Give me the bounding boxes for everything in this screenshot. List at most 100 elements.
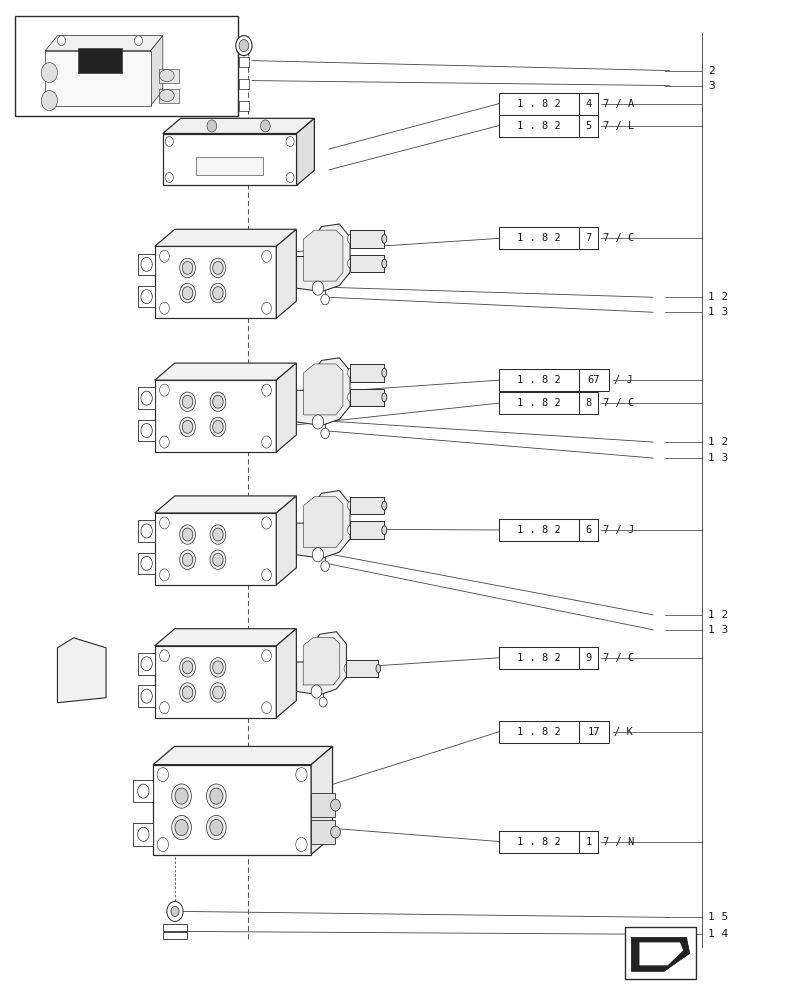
Bar (163, 924, 187, 931)
Circle shape (182, 686, 192, 699)
Circle shape (157, 768, 169, 782)
Polygon shape (155, 496, 296, 513)
Polygon shape (303, 637, 339, 685)
Text: / J: / J (614, 375, 633, 385)
Circle shape (179, 417, 195, 437)
Bar (159, 89, 178, 103)
Circle shape (171, 815, 191, 840)
Text: 67: 67 (587, 375, 599, 385)
Circle shape (209, 788, 222, 804)
Circle shape (179, 550, 195, 569)
Circle shape (260, 120, 270, 132)
Circle shape (206, 815, 226, 840)
Text: 7 / L: 7 / L (603, 121, 633, 131)
Bar (578, 392, 598, 414)
Polygon shape (311, 746, 333, 855)
Circle shape (141, 524, 152, 538)
Circle shape (141, 424, 152, 437)
Bar (159, 69, 178, 83)
Text: 7 / N: 7 / N (603, 837, 633, 847)
Circle shape (210, 658, 225, 677)
Ellipse shape (347, 526, 352, 535)
Bar (578, 93, 598, 115)
Circle shape (167, 901, 182, 921)
Circle shape (261, 569, 271, 581)
Ellipse shape (381, 259, 386, 268)
Bar (78, 48, 122, 73)
Circle shape (157, 838, 169, 852)
Polygon shape (276, 629, 296, 718)
Bar (499, 93, 578, 115)
Bar (499, 369, 578, 391)
Circle shape (174, 788, 188, 804)
Circle shape (212, 261, 223, 274)
Circle shape (212, 528, 223, 541)
Circle shape (212, 553, 223, 566)
Polygon shape (155, 513, 276, 585)
Polygon shape (296, 358, 350, 425)
Ellipse shape (347, 393, 352, 402)
Bar (346, 660, 378, 677)
Polygon shape (133, 823, 153, 846)
Circle shape (174, 819, 188, 836)
Circle shape (261, 517, 271, 529)
Circle shape (138, 827, 149, 841)
Ellipse shape (160, 70, 174, 82)
Bar (196, 157, 263, 175)
Text: 1 2: 1 2 (707, 610, 727, 620)
Bar (578, 721, 609, 743)
Circle shape (179, 283, 195, 303)
Circle shape (165, 172, 173, 182)
Ellipse shape (344, 664, 348, 673)
Text: 3: 3 (707, 81, 714, 91)
Polygon shape (639, 942, 682, 965)
Bar (350, 230, 384, 248)
Circle shape (179, 525, 195, 544)
Text: 5: 5 (585, 121, 590, 131)
Bar (578, 115, 598, 137)
Circle shape (58, 36, 66, 46)
Polygon shape (276, 496, 296, 585)
Text: 7 / C: 7 / C (603, 653, 633, 663)
Polygon shape (155, 380, 276, 452)
Bar (499, 519, 578, 541)
Polygon shape (139, 685, 155, 707)
Ellipse shape (347, 259, 352, 268)
Bar (499, 392, 578, 414)
Polygon shape (139, 420, 155, 441)
Circle shape (235, 36, 251, 56)
Circle shape (160, 650, 169, 662)
Bar (238, 79, 248, 89)
Text: 7: 7 (585, 233, 590, 243)
Text: 1 . 8 2: 1 . 8 2 (517, 233, 560, 243)
Bar (499, 831, 578, 853)
Polygon shape (58, 638, 106, 703)
Bar (578, 369, 609, 391)
Bar (499, 721, 578, 743)
Text: 1 3: 1 3 (707, 453, 727, 463)
Polygon shape (139, 254, 155, 275)
Circle shape (165, 137, 173, 146)
Text: 1 . 8 2: 1 . 8 2 (517, 121, 560, 131)
Text: 6: 6 (585, 525, 590, 535)
Text: 1 2: 1 2 (707, 437, 727, 447)
Circle shape (212, 395, 223, 408)
Text: 17: 17 (587, 727, 599, 737)
Circle shape (238, 40, 248, 52)
Circle shape (182, 261, 192, 274)
Circle shape (210, 525, 225, 544)
Polygon shape (151, 36, 163, 106)
Bar (350, 497, 384, 514)
Bar (350, 389, 384, 406)
Circle shape (312, 415, 324, 429)
Circle shape (261, 650, 271, 662)
Circle shape (179, 392, 195, 411)
Circle shape (295, 838, 307, 852)
Bar (578, 647, 598, 669)
Bar (311, 820, 335, 844)
Circle shape (210, 283, 225, 303)
Text: 1 2: 1 2 (707, 292, 727, 302)
Polygon shape (296, 491, 350, 558)
Circle shape (312, 281, 324, 295)
Polygon shape (133, 780, 153, 802)
